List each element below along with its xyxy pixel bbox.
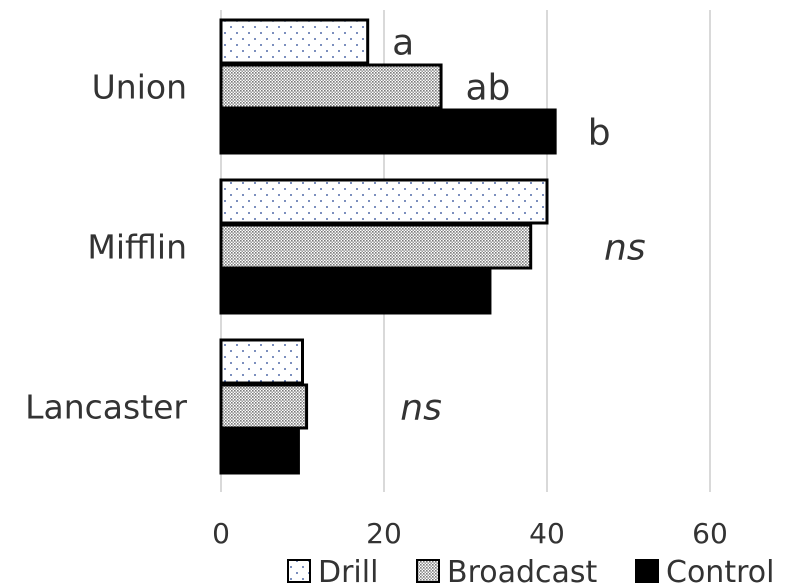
annotation-label: ns — [604, 228, 646, 269]
bar-drill-union — [219, 18, 370, 65]
legend-label-control: Control — [666, 555, 774, 587]
legend-label-broadcast: Broadcast — [447, 555, 598, 587]
bars — [219, 18, 557, 475]
bar-control-union — [219, 108, 557, 155]
legend-swatch-drill — [287, 559, 311, 583]
bar-drill-lancaster — [219, 338, 304, 385]
annotation-label: ns — [400, 388, 442, 429]
x-tick-label: 0 — [212, 517, 230, 550]
bar-drill-mifflin — [219, 178, 549, 225]
legend-swatch-control — [635, 559, 659, 583]
category-label: Lancaster — [25, 388, 187, 427]
bar-control-mifflin — [219, 268, 492, 315]
bar-broadcast-mifflin — [219, 223, 533, 270]
bar-broadcast-lancaster — [219, 383, 309, 430]
category-label: Mifflin — [87, 228, 187, 267]
category-labels: Union Mifflin Lancaster — [25, 68, 187, 427]
annotations: a ab b ns ns — [392, 23, 645, 429]
x-tick-label: 40 — [529, 517, 565, 550]
annotation-label: a — [392, 23, 414, 64]
x-tick-label: 60 — [692, 517, 728, 550]
legend-label-drill: Drill — [318, 555, 378, 587]
legend-swatch-broadcast — [416, 559, 440, 583]
annotation-label: ab — [466, 68, 511, 109]
annotation-label: b — [588, 113, 611, 154]
bar-control-lancaster — [219, 428, 300, 475]
x-tick-labels: 0 20 40 60 — [212, 517, 728, 550]
bar-broadcast-union — [219, 63, 443, 110]
category-label: Union — [92, 68, 187, 107]
x-tick-label: 20 — [366, 517, 402, 550]
legend: Drill Broadcast Control — [287, 555, 774, 587]
